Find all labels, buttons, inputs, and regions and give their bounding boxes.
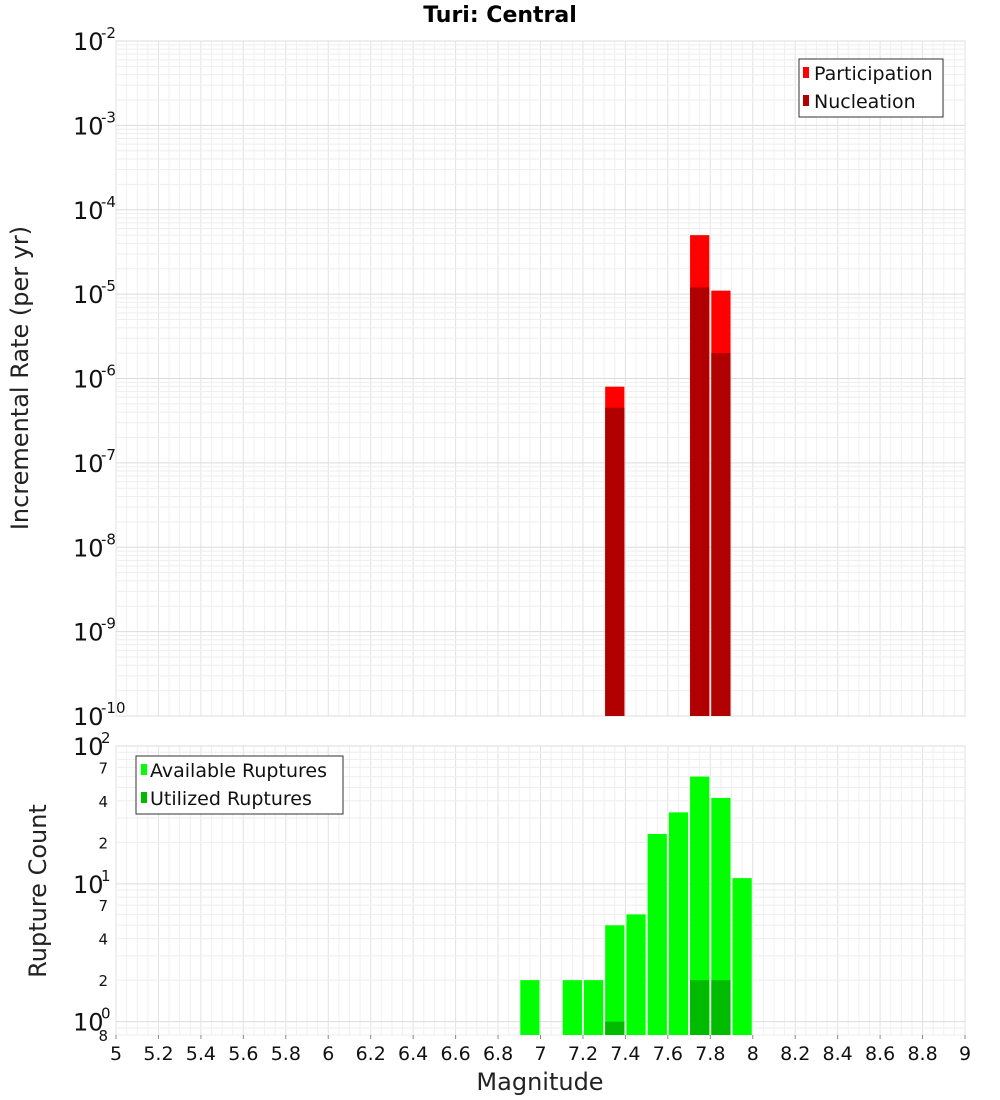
y-tick-exponent: -5 <box>101 277 116 295</box>
bar-available-ruptures <box>711 797 731 1035</box>
x-tick-label: 8 <box>747 1043 759 1065</box>
y-tick-label: 10 <box>73 871 104 899</box>
y-tick-label: 10 <box>73 366 104 394</box>
y-tick-label: 10 <box>73 619 104 647</box>
x-tick-label: 5.4 <box>186 1043 216 1065</box>
legend-label-participation: Participation <box>814 63 933 85</box>
x-tick-label: 8.4 <box>823 1043 853 1065</box>
y-tick-label: 10 <box>73 733 104 761</box>
x-tick-label: 8.6 <box>865 1043 895 1065</box>
bottom-legend-box <box>135 755 344 815</box>
bar-available-ruptures <box>732 878 752 1035</box>
legend-swatch-participation <box>803 67 809 78</box>
x-tick-label: 6.4 <box>398 1043 428 1065</box>
x-tick-label: 5.6 <box>228 1043 258 1065</box>
y-minor-tick-label: 2 <box>98 972 108 990</box>
bottom-y-axis-label: Rupture Count <box>24 804 52 978</box>
x-tick-label: 8.8 <box>907 1043 937 1065</box>
x-tick-label: 6.6 <box>440 1043 470 1065</box>
top-y-axis-label: Incremental Rate (per yr) <box>6 226 34 530</box>
y-tick-exponent: -10 <box>101 699 126 717</box>
bar-available-ruptures <box>520 980 540 1035</box>
top-legend: Participation Nucleation <box>798 58 944 118</box>
bottom-legend: Available Ruptures Utilized Ruptures <box>135 755 344 815</box>
bar-utilized-ruptures <box>711 980 731 1035</box>
y-tick-label: 10 <box>73 197 104 225</box>
y-tick-label: 10 <box>73 703 104 731</box>
legend-swatch-available <box>141 764 147 775</box>
bar-available-ruptures <box>605 925 625 1035</box>
y-minor-tick-label: 4 <box>98 793 108 811</box>
x-tick-label: 5 <box>110 1043 122 1065</box>
y-tick-label: 10 <box>73 112 104 140</box>
x-tick-label: 6.2 <box>356 1043 386 1065</box>
y-minor-tick-label: 2 <box>98 834 108 852</box>
chart-title: Turi: Central <box>423 3 577 28</box>
y-minor-tick-label: 7 <box>98 759 108 777</box>
x-axis-ticks: 5 5.2 5.4 5.6 5.8 6 6.2 6.4 6.6 6.8 7 7.2 7.4 7.6 7.8 8… <box>110 1035 971 1065</box>
top-legend-box <box>798 58 944 118</box>
y-tick-label: 10 <box>73 534 104 562</box>
legend-swatch-nucleation <box>803 95 809 106</box>
legend-label-available: Available Ruptures <box>150 760 327 782</box>
legend-label-nucleation: Nucleation <box>814 91 916 113</box>
y-tick-exponent: -6 <box>101 362 116 380</box>
y-tick-exponent: 1 <box>101 867 111 885</box>
x-tick-label: 6.8 <box>483 1043 513 1065</box>
bar-utilized-ruptures <box>605 1021 625 1035</box>
bar-utilized-ruptures <box>690 980 710 1035</box>
y-tick-exponent: -8 <box>101 530 116 548</box>
y-tick-exponent: -3 <box>101 108 116 126</box>
legend-label-utilized: Utilized Ruptures <box>150 788 312 810</box>
bar-available-ruptures <box>626 914 646 1035</box>
y-tick-label: 10 <box>73 450 104 478</box>
x-tick-label: 5.2 <box>143 1043 173 1065</box>
y-tick-exponent: -2 <box>101 24 116 42</box>
x-tick-label: 8.2 <box>780 1043 810 1065</box>
bottom-plot-grid <box>115 745 966 1036</box>
y-minor-tick-label: 4 <box>98 931 108 949</box>
y-tick-label: 10 <box>73 28 104 56</box>
bottom-plot-bars <box>520 776 752 1035</box>
x-tick-label: 7.8 <box>695 1043 725 1065</box>
y-tick-exponent: 2 <box>101 729 111 747</box>
x-tick-label: 9 <box>959 1043 971 1065</box>
y-tick-label: 10 <box>73 281 104 309</box>
x-axis-label: Magnitude <box>476 1068 603 1096</box>
y-tick-exponent: -7 <box>101 446 116 464</box>
x-tick-label: 7.6 <box>653 1043 683 1065</box>
bar-available-ruptures <box>647 833 667 1035</box>
top-plot-grid <box>115 40 966 717</box>
y-minor-tick-label: 8 <box>98 1027 108 1045</box>
x-tick-label: 7 <box>534 1043 546 1065</box>
bar-available-ruptures <box>668 812 689 1035</box>
y-tick-label: 10 <box>73 1009 104 1037</box>
bar-nucleation <box>690 287 710 716</box>
y-minor-tick-label: 7 <box>98 897 108 915</box>
bar-available-ruptures <box>562 980 582 1035</box>
bar-nucleation <box>605 407 625 716</box>
y-tick-exponent: 0 <box>101 1005 111 1023</box>
legend-swatch-utilized <box>141 792 147 803</box>
x-tick-label: 7.4 <box>610 1043 640 1065</box>
bar-available-ruptures <box>583 980 604 1035</box>
y-tick-exponent: -9 <box>101 615 116 633</box>
x-tick-label: 5.8 <box>271 1043 301 1065</box>
y-tick-exponent: -4 <box>101 193 116 211</box>
x-tick-label: 7.2 <box>568 1043 598 1065</box>
bar-available-ruptures <box>690 776 710 1035</box>
top-plot-bars <box>605 235 731 716</box>
bar-nucleation <box>711 353 731 716</box>
x-tick-label: 6 <box>322 1043 334 1065</box>
